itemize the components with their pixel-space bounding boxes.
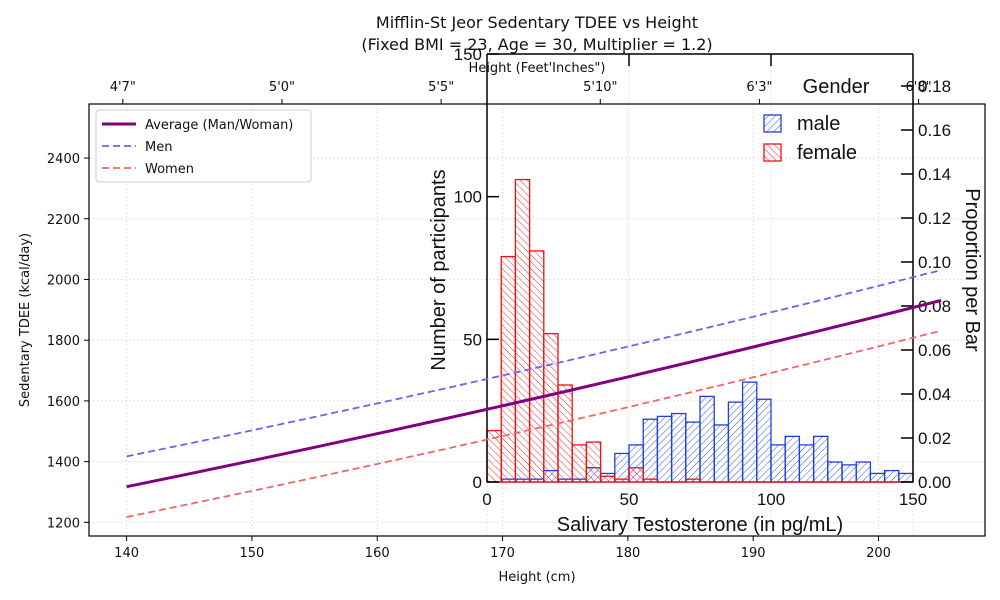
chart-title: Mifflin-St Jeor Sedentary TDEE vs Height — [376, 13, 698, 32]
main-axes: 140 150 160 170 180 190 200 1200 1400 1600 1800 200… — [47, 80, 932, 561]
histogram-bar-female — [599, 475, 616, 483]
x-tick-label: 150 — [239, 546, 264, 561]
histogram-legend-title: Gender — [803, 76, 870, 98]
x-tick-label: 140 — [114, 546, 139, 561]
main-legend: Average (Man/Woman) Men Women — [95, 109, 312, 183]
histogram-bar-female — [500, 255, 517, 483]
main-plot-frame — [88, 103, 986, 537]
y-tick-label: 1800 — [47, 334, 80, 349]
histogram-bar-male — [812, 435, 829, 483]
x-tick-label: 180 — [615, 546, 640, 561]
y-tick-label: 2400 — [47, 152, 80, 167]
legend-label-male: male — [797, 113, 840, 135]
histogram-axes: 0 50 100 1500501001500.000.020.040.060.080.… — [454, 45, 951, 509]
histogram-bar-female — [685, 478, 701, 483]
histogram-y2-tick-label: 0.06 — [918, 341, 951, 360]
histogram-bar-male — [883, 469, 900, 483]
y-tick-label: 1600 — [47, 395, 80, 410]
legend-label: Average (Man/Woman) — [145, 118, 293, 133]
secondary-x-axis-label: Height (Feet'Inches") — [469, 61, 606, 76]
histogram-y2-tick-label: 0.12 — [918, 209, 951, 228]
histogram-x-tick-label: 150 — [899, 490, 927, 509]
histogram-bar-male — [699, 395, 715, 483]
histogram-y-axis-label: Number of participants — [428, 169, 450, 370]
legend-swatch-female — [763, 143, 782, 162]
histogram-bar-male — [685, 421, 701, 483]
histogram-y2-tick-label: 0.00 — [918, 473, 951, 492]
secondary-x-tick-label: 6'3" — [746, 80, 772, 95]
histogram-bar-female — [628, 467, 644, 483]
histogram-x-axis-label: Salivary Testosterone (in pg/mL) — [557, 514, 843, 536]
histogram-y2-tick-label: 0.10 — [918, 253, 951, 272]
y-tick-label: 2200 — [47, 213, 80, 228]
histogram-y2-tick-label: 0.16 — [918, 121, 951, 140]
histogram-y2-tick-label: 0.14 — [918, 165, 951, 184]
histogram-bar-male — [727, 401, 744, 483]
histogram-bar-male — [841, 464, 857, 483]
y-tick-label: 1200 — [47, 516, 80, 531]
histogram-y2-axis-label: Proportion per Bar — [961, 188, 983, 352]
main-series-lines — [126, 269, 942, 518]
histogram-y2-tick-label: 0.02 — [918, 429, 951, 448]
histogram-bar-male — [642, 418, 659, 483]
histogram-bar-female — [571, 444, 588, 483]
histogram-y2-tick-label: 0.04 — [918, 385, 951, 404]
histogram-bar-female — [585, 441, 602, 483]
histogram-bar-male — [827, 461, 843, 483]
histogram-y-tick-label: 0 — [473, 473, 482, 492]
histogram-bar-male — [656, 415, 673, 483]
y-tick-label: 1400 — [47, 456, 80, 471]
x-axis-label: Height (cm) — [498, 570, 575, 585]
histogram-bar-male — [614, 452, 630, 483]
histogram-bar-female — [642, 478, 659, 483]
histogram-legend: Gender male female — [763, 76, 870, 164]
histogram-bar-female — [557, 384, 573, 483]
series-line-average-man-woman — [126, 298, 942, 489]
x-tick-label: 170 — [490, 546, 515, 561]
secondary-x-tick-label: 6'8" — [906, 80, 932, 95]
histogram-bar-male — [670, 412, 687, 483]
histogram-x-tick-label: 0 — [482, 490, 491, 509]
legend-label: Men — [145, 140, 172, 155]
histogram-y-tick-label: 50 — [463, 330, 482, 349]
histogram-bar-male — [741, 381, 758, 483]
histogram-bar-male — [713, 424, 730, 483]
histogram-y2-tick-label: 0.18 — [918, 77, 951, 96]
x-tick-label: 160 — [365, 546, 390, 561]
histogram-bar-male — [869, 472, 886, 483]
histogram-bar-male — [756, 398, 772, 483]
histogram-bar-male — [798, 444, 815, 483]
x-tick-label: 190 — [741, 546, 766, 561]
secondary-x-tick-label: 5'0" — [269, 80, 295, 95]
series-line-women — [126, 329, 942, 518]
histogram-y-tick-label: 150 — [454, 45, 482, 64]
histogram-y-tick-label: 100 — [454, 188, 482, 207]
x-tick-label: 200 — [866, 546, 891, 561]
main-legend-box — [95, 109, 312, 183]
histogram-x-tick-label: 100 — [757, 490, 785, 509]
secondary-x-tick-label: 4'7" — [110, 80, 136, 95]
histogram-x-tick-label: 50 — [620, 490, 639, 509]
chart-subtitle: (Fixed BMI = 23, Age = 30, Multiplier = … — [361, 35, 712, 54]
histogram-bar-female — [614, 478, 630, 483]
series-line-men — [126, 269, 942, 458]
histogram-bar-female — [514, 178, 531, 483]
histogram-bars — [486, 178, 914, 483]
legend-swatch-male — [763, 114, 782, 133]
histogram-bar-male — [855, 461, 872, 483]
secondary-x-tick-label: 5'10" — [583, 80, 617, 95]
histogram-bar-female — [543, 332, 559, 483]
histogram-bar-male — [770, 444, 786, 483]
histogram-bar-male — [784, 435, 801, 483]
legend-label-female: female — [797, 142, 857, 164]
legend-label: Women — [145, 162, 194, 177]
histogram-y2-tick-label: 0.08 — [918, 297, 951, 316]
y-axis-label: Sedentary TDEE (kcal/day) — [18, 233, 33, 407]
secondary-x-tick-label: 5'5" — [428, 80, 454, 95]
histogram-bar-male — [898, 472, 914, 483]
y-tick-label: 2000 — [47, 273, 80, 288]
